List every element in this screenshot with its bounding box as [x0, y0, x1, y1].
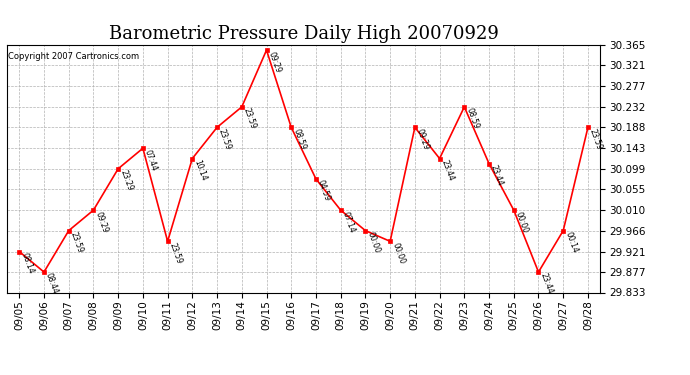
Text: 07:44: 07:44: [143, 148, 159, 172]
Text: 23:59: 23:59: [168, 242, 184, 265]
Text: 09:29: 09:29: [266, 50, 282, 74]
Text: Copyright 2007 Cartronics.com: Copyright 2007 Cartronics.com: [8, 53, 139, 62]
Text: 00:14: 00:14: [563, 231, 579, 254]
Text: 08:59: 08:59: [291, 128, 307, 151]
Text: 23:44: 23:44: [489, 164, 505, 187]
Title: Barometric Pressure Daily High 20070929: Barometric Pressure Daily High 20070929: [108, 26, 499, 44]
Text: 00:00: 00:00: [514, 210, 530, 234]
Text: 08:59: 08:59: [464, 107, 480, 130]
Text: 10:14: 10:14: [193, 159, 208, 182]
Text: 08:14: 08:14: [19, 252, 35, 275]
Text: 07:14: 07:14: [341, 210, 357, 234]
Text: 23:59: 23:59: [69, 231, 85, 254]
Text: 00:00: 00:00: [366, 231, 382, 254]
Text: 00:00: 00:00: [390, 242, 406, 265]
Text: 23:29: 23:29: [118, 169, 134, 192]
Text: 23:59: 23:59: [217, 128, 233, 151]
Text: 04:59: 04:59: [316, 179, 332, 203]
Text: 08:44: 08:44: [44, 272, 60, 296]
Text: 23:44: 23:44: [440, 159, 455, 182]
Text: 23:44: 23:44: [538, 272, 555, 296]
Text: 09:29: 09:29: [415, 128, 431, 151]
Text: 09:29: 09:29: [93, 210, 110, 234]
Text: 23:59: 23:59: [588, 128, 604, 151]
Text: 23:59: 23:59: [241, 107, 258, 130]
